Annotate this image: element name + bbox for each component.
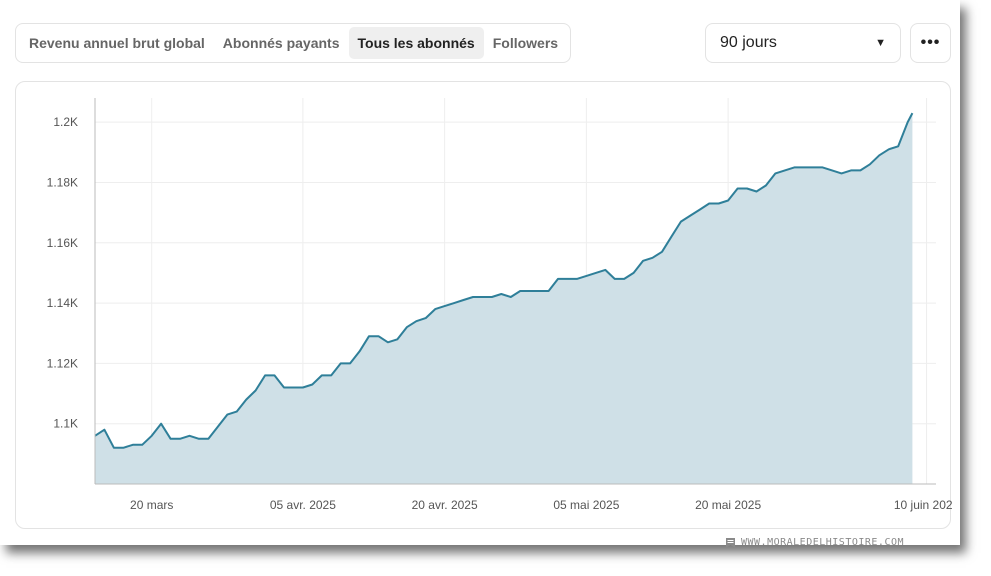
watermark-text: WWW.MORALEDELHISTOIRE.COM	[741, 537, 905, 548]
y-tick-label: 1.12K	[47, 356, 78, 370]
y-tick-label: 1.16K	[47, 236, 78, 250]
bookmark-icon	[726, 537, 735, 548]
tab-followers[interactable]: Followers	[492, 35, 559, 51]
watermark: WWW.MORALEDELHISTOIRE.COM	[726, 537, 904, 548]
y-tick-label: 1.18K	[47, 175, 78, 189]
x-tick-label: 10 juin 2025	[894, 498, 952, 512]
period-select-value: 90 jours	[720, 34, 777, 51]
tab-abonnes-payants[interactable]: Abonnés payants	[222, 35, 340, 51]
series-area	[95, 113, 913, 484]
subscribers-chart: 1.1K 1.12K 1.14K 1.16K 1.18K 1.2K 20 mars 05 av…	[47, 98, 952, 512]
tab-revenu-annuel[interactable]: Revenu annuel brut global	[29, 35, 205, 51]
ellipsis-icon: •••	[920, 34, 941, 51]
x-tick-label: 20 avr. 2025	[412, 498, 478, 512]
y-tick-label: 1.2K	[53, 115, 78, 129]
x-tick-label: 20 mars	[130, 498, 173, 512]
window-frame: Revenu annuel brut global Abonnés payant…	[15, 23, 952, 548]
x-tick-label: 05 mai 2025	[553, 498, 619, 512]
metric-tabs: Revenu annuel brut global Abonnés payant…	[15, 23, 571, 63]
more-options-button[interactable]: •••	[910, 23, 951, 63]
series-line	[94, 112, 914, 449]
tab-tous-les-abonnes[interactable]: Tous les abonnés	[348, 27, 484, 59]
period-select[interactable]: 90 jours ▼	[705, 23, 901, 63]
x-tick-label: 20 mai 2025	[695, 498, 761, 512]
y-tick-label: 1.14K	[47, 296, 78, 310]
y-tick-label: 1.1K	[53, 417, 78, 431]
caret-down-icon: ▼	[875, 37, 886, 49]
chart-card: 1.1K 1.12K 1.14K 1.16K 1.18K 1.2K 20 mars 05 av…	[15, 81, 952, 548]
x-tick-label: 05 avr. 2025	[270, 498, 336, 512]
